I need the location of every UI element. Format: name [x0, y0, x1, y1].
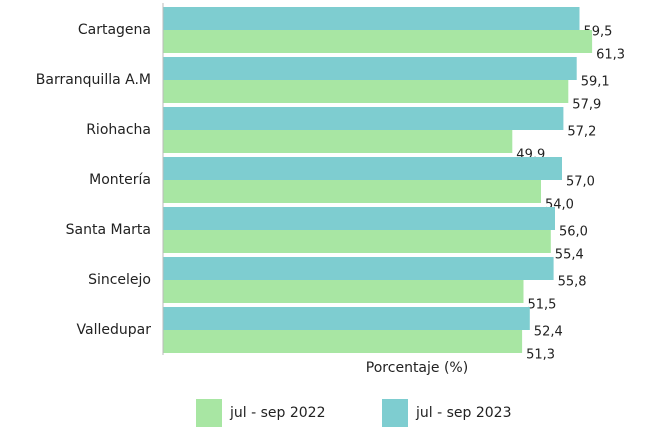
value-label: 61,3 — [596, 48, 625, 63]
y-tick-label: Barranquilla A.M — [36, 72, 151, 88]
bar — [163, 207, 555, 230]
value-label: 52,4 — [534, 325, 563, 340]
bar — [163, 180, 541, 203]
bar — [163, 280, 524, 303]
value-label: 57,9 — [572, 98, 601, 113]
value-label: 55,4 — [555, 248, 584, 263]
y-tick-label: Sincelejo — [88, 272, 151, 288]
bar — [163, 307, 530, 330]
y-tick-label: Montería — [89, 172, 151, 188]
legend-label: jul - sep 2022 — [229, 405, 325, 421]
bar — [163, 157, 562, 180]
bar — [163, 30, 593, 53]
value-label: 55,8 — [558, 275, 587, 290]
value-label: 57,2 — [567, 125, 596, 140]
bar — [163, 57, 577, 80]
value-label: 59,1 — [581, 75, 610, 90]
bar — [163, 230, 551, 253]
bar — [163, 330, 523, 353]
value-label: 56,0 — [559, 225, 588, 240]
value-label: 57,0 — [566, 175, 595, 190]
bar — [163, 80, 569, 103]
y-tick-label: Cartagena — [78, 22, 151, 38]
legend-swatch — [196, 399, 222, 427]
value-label: 51,3 — [526, 348, 555, 363]
bar — [163, 257, 554, 280]
value-label: 51,5 — [528, 298, 557, 313]
y-tick-label: Riohacha — [86, 122, 151, 138]
bar — [163, 7, 580, 30]
legend-label: jul - sep 2023 — [415, 405, 511, 421]
bar — [163, 107, 564, 130]
y-tick-label: Valledupar — [77, 322, 152, 338]
bar — [163, 130, 513, 153]
legend-swatch — [382, 399, 408, 427]
x-axis-label: Porcentaje (%) — [366, 360, 468, 376]
y-tick-label: Santa Marta — [66, 222, 151, 238]
